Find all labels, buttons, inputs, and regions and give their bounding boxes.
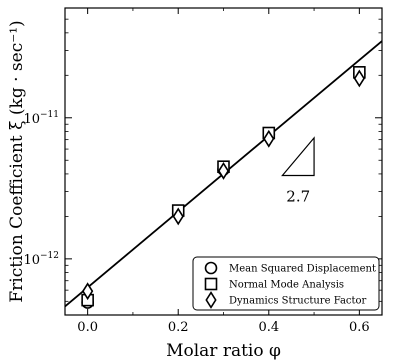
plot-layer: 2.7 0.0 0.2 0.4 0.6 10−12 10−11 Molar ratio φ Fr… xyxy=(7,7,383,361)
x-axis-label: Molar ratio φ xyxy=(166,341,281,361)
series-2-point-4 xyxy=(353,69,365,88)
series-2-point-1 xyxy=(172,207,184,226)
legend-marker-2 xyxy=(205,291,217,309)
x-tick-label-0: 0.0 xyxy=(77,320,98,335)
legend-box xyxy=(192,256,380,311)
legend-marker-1 xyxy=(204,277,218,291)
series-2-point-0 xyxy=(82,282,94,301)
y-tick-label-0: 10−12 xyxy=(23,251,59,268)
legend-marker-0 xyxy=(204,261,218,275)
y-axis-label: Friction Coefficient ξ (kg · sec⁻¹) xyxy=(7,20,27,302)
slope-label: 2.7 xyxy=(286,188,310,206)
x-tick-label-3: 0.6 xyxy=(349,320,370,335)
series-2-point-2 xyxy=(217,162,230,180)
slope-triangle xyxy=(281,136,315,177)
y-tick-label-1: 10−11 xyxy=(23,110,59,127)
legend-label-1: Normal Mode Analysis xyxy=(229,280,344,291)
legend-label-2: Dynamics Structure Factor xyxy=(229,296,367,307)
x-tick-label-2: 0.4 xyxy=(258,320,279,335)
x-tick-label-1: 0.2 xyxy=(168,320,189,335)
legend-label-0: Mean Squared Displacement xyxy=(229,264,376,275)
series-2-point-3 xyxy=(263,129,275,148)
